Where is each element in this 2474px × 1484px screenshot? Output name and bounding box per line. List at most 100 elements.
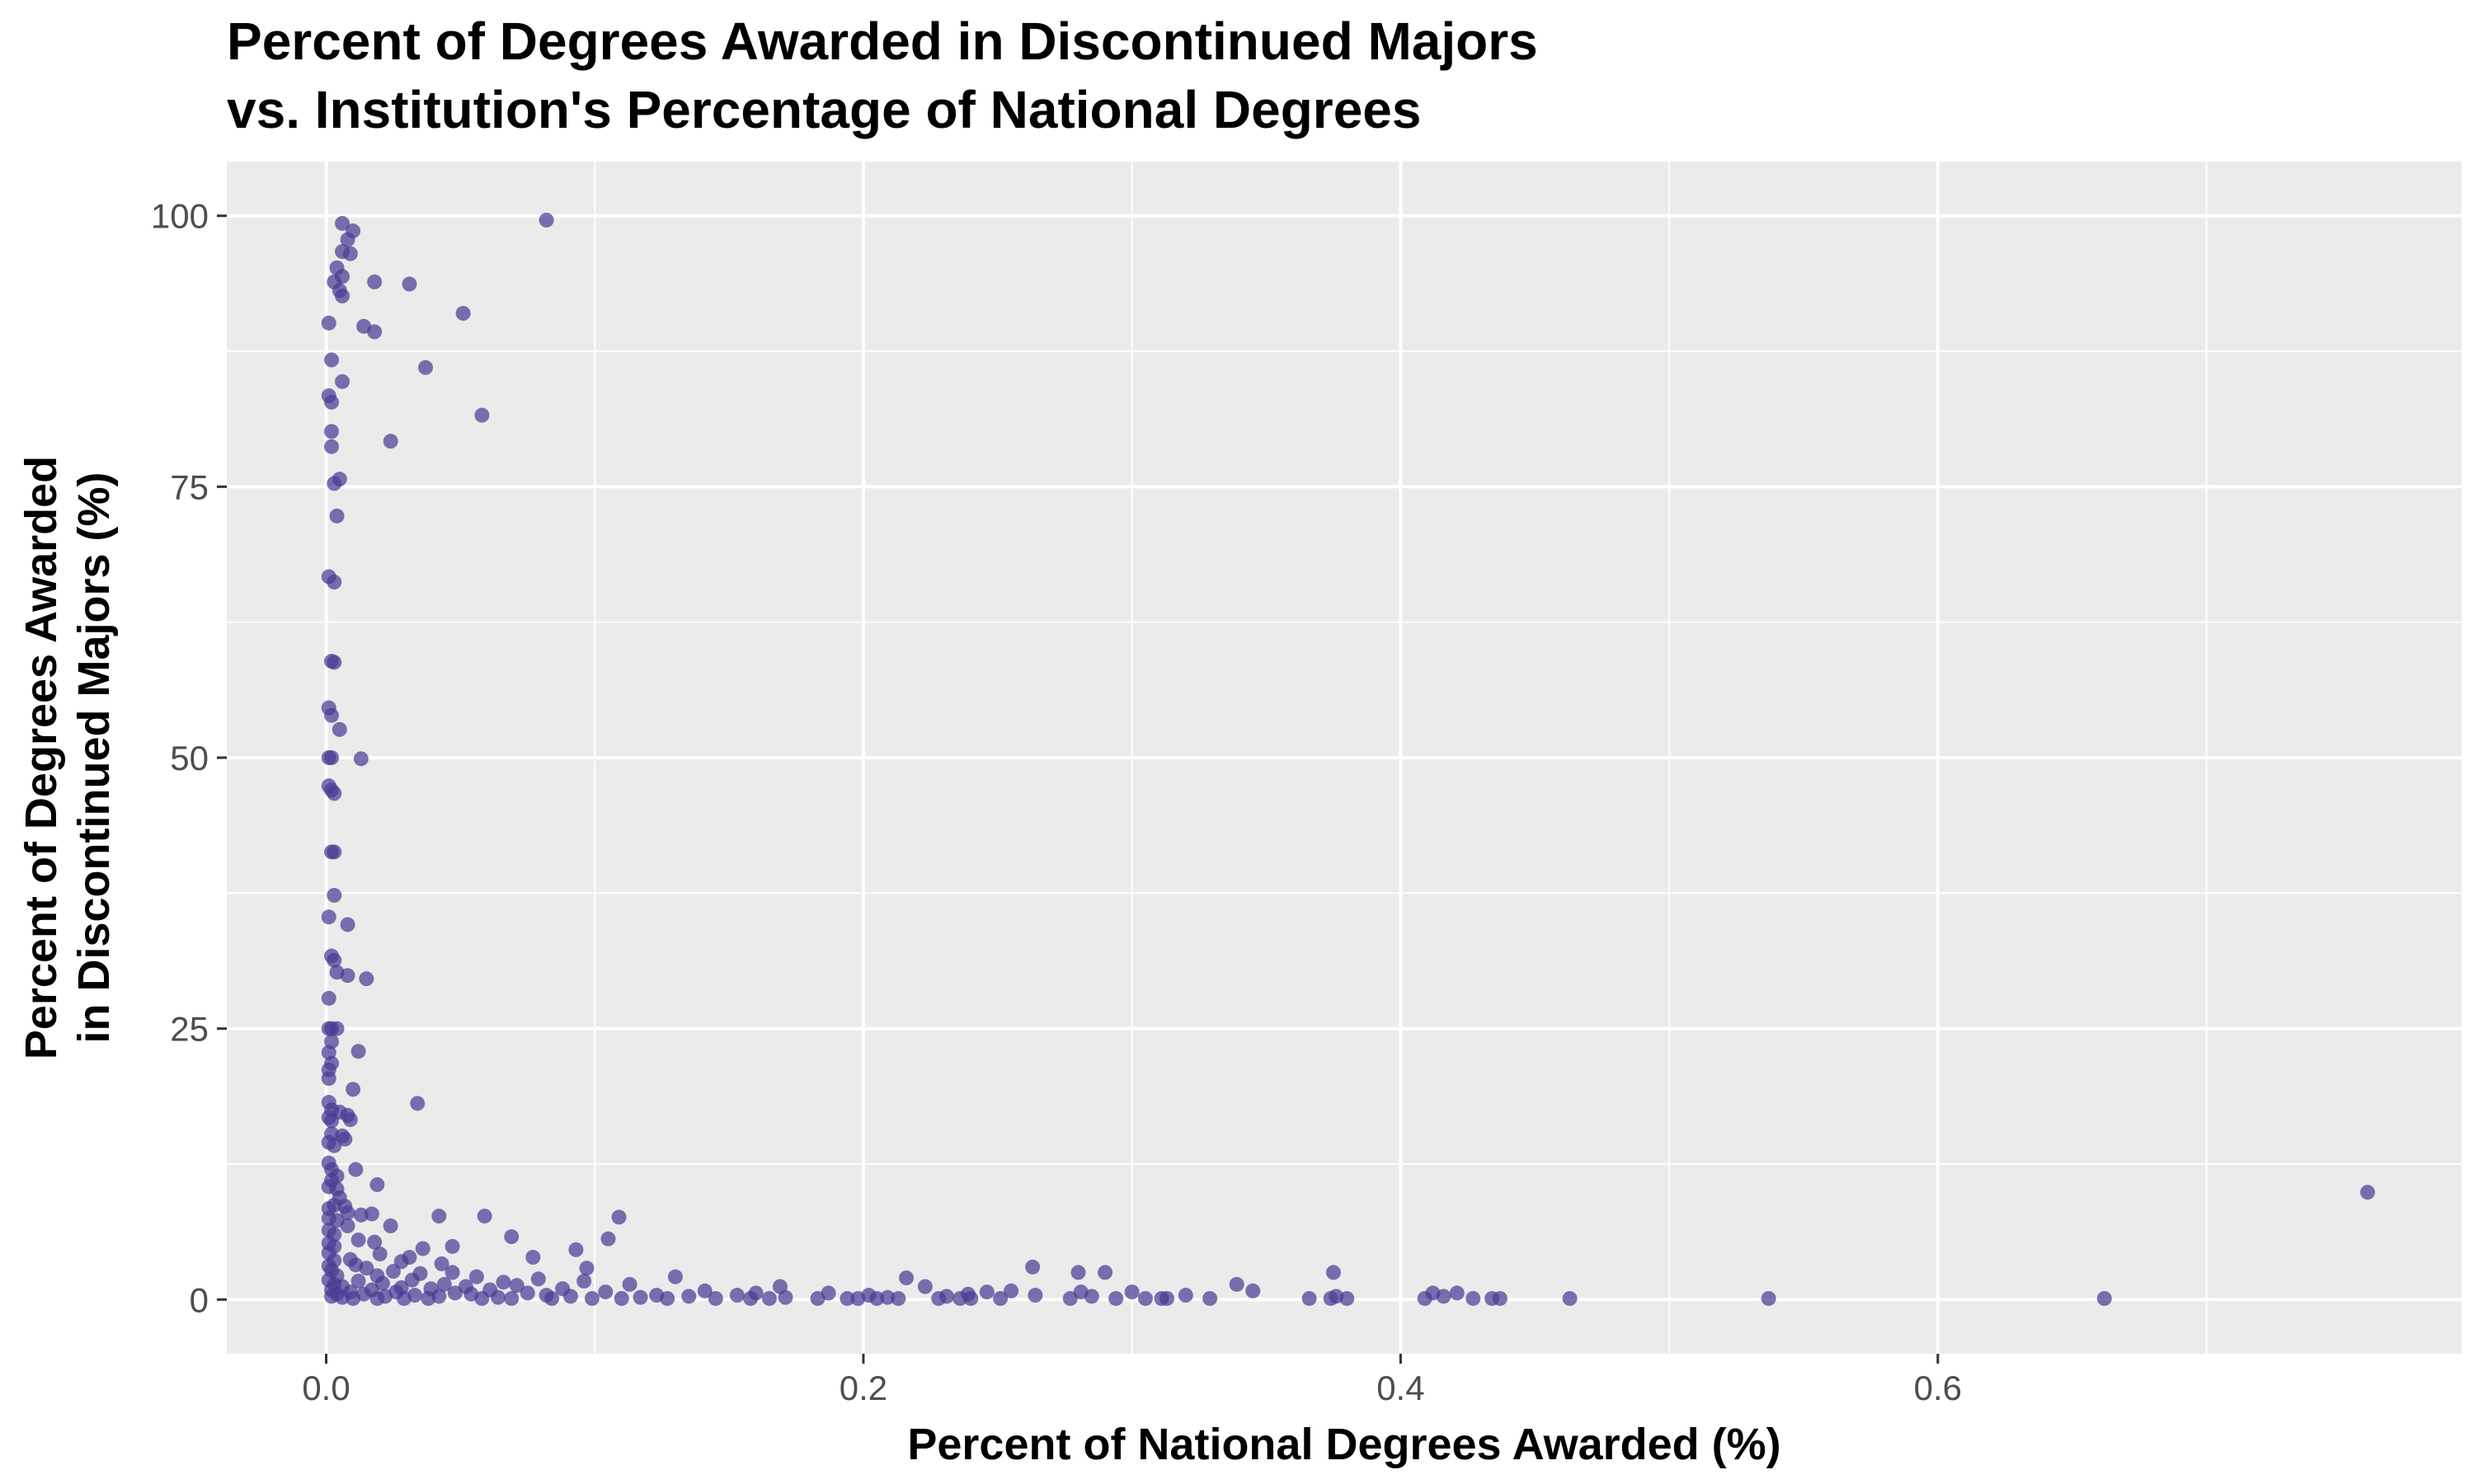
- data-point-9: [335, 289, 350, 304]
- data-point-233: [2096, 1290, 2112, 1306]
- data-point-55: [329, 1021, 345, 1036]
- data-point-30: [327, 575, 342, 590]
- data-point-206: [708, 1290, 723, 1306]
- data-point-37: [324, 750, 340, 765]
- data-point-94: [477, 1209, 492, 1224]
- data-point-202: [544, 1290, 560, 1306]
- data-point-69: [324, 1113, 340, 1129]
- data-point-220: [1137, 1290, 1153, 1306]
- data-point-75: [321, 1134, 336, 1150]
- data-point-225: [1323, 1290, 1338, 1306]
- data-point-144: [1229, 1276, 1244, 1292]
- data-point-43: [327, 844, 342, 860]
- data-point-201: [504, 1290, 520, 1306]
- data-point-4: [342, 246, 358, 261]
- x-tick-label-3: 0.6: [1914, 1369, 1962, 1407]
- data-point-232: [1761, 1290, 1776, 1306]
- data-point-112: [525, 1250, 541, 1266]
- data-point-15: [455, 306, 471, 322]
- data-point-133: [899, 1270, 915, 1285]
- data-point-13: [367, 274, 383, 289]
- data-point-136: [404, 1272, 420, 1288]
- data-point-234: [2359, 1185, 2375, 1200]
- data-point-143: [622, 1276, 637, 1292]
- data-point-198: [396, 1290, 412, 1306]
- data-point-32: [327, 655, 342, 670]
- data-point-166: [979, 1284, 995, 1300]
- data-point-170: [1449, 1285, 1465, 1301]
- data-point-44: [327, 887, 342, 903]
- data-point-132: [667, 1269, 683, 1284]
- data-point-135: [350, 1273, 366, 1289]
- data-point-131: [468, 1269, 484, 1284]
- data-point-204: [614, 1290, 629, 1306]
- x-axis: 0.0 0.2 0.4 0.6: [302, 1354, 1962, 1407]
- data-point-23: [324, 424, 340, 439]
- data-point-25: [324, 439, 340, 454]
- y-tick-label-3: 75: [170, 467, 209, 506]
- data-point-219: [1108, 1290, 1124, 1306]
- y-tick-label-4: 100: [151, 197, 209, 236]
- data-point-92: [353, 1207, 369, 1223]
- data-point-48: [327, 952, 342, 968]
- data-point-100: [504, 1229, 520, 1245]
- data-point-177: [729, 1288, 745, 1303]
- data-point-120: [579, 1261, 595, 1276]
- data-point-186: [562, 1289, 578, 1304]
- data-point-121: [1025, 1259, 1041, 1275]
- y-tick-label-2: 50: [170, 739, 209, 777]
- data-point-107: [444, 1238, 460, 1254]
- data-point-157: [1004, 1283, 1019, 1298]
- data-point-231: [1562, 1290, 1578, 1306]
- data-point-46: [340, 917, 355, 932]
- data-point-137: [496, 1275, 511, 1290]
- data-point-212: [869, 1290, 885, 1306]
- x-axis-title: Percent of National Degrees Awarded (%): [907, 1420, 1780, 1469]
- data-point-139: [576, 1273, 592, 1289]
- data-point-106: [415, 1241, 430, 1256]
- data-point-38: [353, 751, 369, 767]
- data-point-18: [324, 352, 340, 368]
- data-point-35: [332, 721, 347, 737]
- data-point-188: [681, 1289, 697, 1304]
- x-tick-label-1: 0.2: [840, 1369, 887, 1407]
- data-point-0: [335, 215, 350, 231]
- data-point-192: [1084, 1289, 1099, 1304]
- data-point-210: [840, 1290, 855, 1306]
- data-point-125: [444, 1265, 460, 1280]
- data-point-195: [335, 1289, 350, 1305]
- data-point-96: [340, 1218, 355, 1233]
- data-point-227: [1417, 1290, 1432, 1306]
- data-point-61: [321, 1071, 336, 1087]
- data-point-21: [324, 394, 340, 410]
- y-axis-title-line-1: Percent of Degrees Awarded: [16, 456, 66, 1059]
- data-point-41: [327, 786, 342, 801]
- y-tick-label-0: 0: [190, 1280, 209, 1319]
- data-point-209: [810, 1290, 825, 1306]
- data-point-224: [1301, 1290, 1317, 1306]
- data-point-50: [340, 968, 355, 984]
- data-point-45: [321, 909, 336, 925]
- data-point-119: [359, 1261, 374, 1276]
- data-point-200: [474, 1290, 490, 1306]
- data-point-73: [337, 1131, 353, 1147]
- data-point-194: [1436, 1289, 1451, 1304]
- data-point-24: [383, 434, 398, 449]
- data-point-58: [350, 1044, 366, 1059]
- data-point-211: [850, 1290, 866, 1306]
- data-point-95: [611, 1209, 627, 1225]
- data-point-208: [761, 1290, 777, 1306]
- data-point-116: [434, 1256, 449, 1271]
- y-axis-title-line-2: in Discontinued Majors (%): [69, 472, 119, 1043]
- data-point-148: [509, 1278, 524, 1294]
- data-point-190: [880, 1289, 896, 1305]
- data-point-10: [321, 315, 336, 331]
- data-point-216: [963, 1290, 979, 1306]
- data-point-52: [321, 990, 336, 1006]
- data-point-214: [931, 1290, 947, 1306]
- data-point-199: [421, 1290, 436, 1306]
- data-point-126: [1070, 1265, 1086, 1280]
- data-point-189: [778, 1289, 793, 1305]
- data-point-22: [474, 407, 490, 423]
- data-point-213: [891, 1290, 906, 1306]
